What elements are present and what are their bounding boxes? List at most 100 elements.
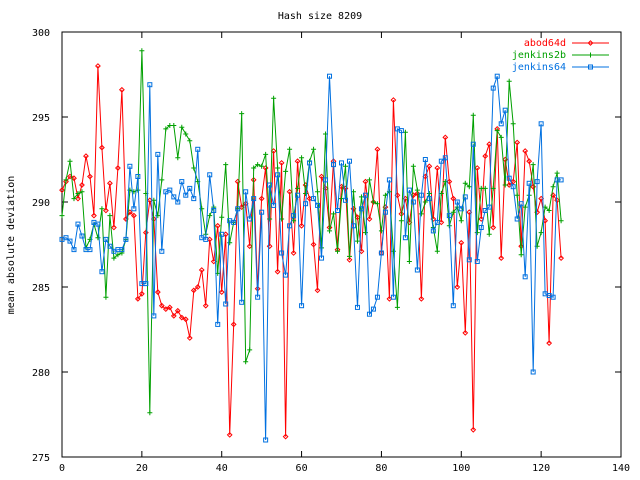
data-point xyxy=(386,177,392,183)
x-tick-label: 0 xyxy=(59,463,65,474)
data-point xyxy=(462,194,468,200)
data-point xyxy=(522,148,529,154)
data-point xyxy=(171,123,177,128)
series-line xyxy=(61,65,562,437)
data-point xyxy=(398,218,404,224)
series-jenkins2b xyxy=(59,48,564,416)
data-point xyxy=(194,284,201,290)
data-point xyxy=(147,410,153,416)
data-point xyxy=(331,211,337,217)
data-point xyxy=(131,206,137,212)
legend-marker xyxy=(588,64,593,70)
data-point xyxy=(143,281,149,287)
data-point xyxy=(374,201,380,207)
data-point xyxy=(226,431,233,438)
data-point xyxy=(179,179,185,185)
data-point xyxy=(79,182,85,188)
data-point xyxy=(219,214,225,220)
data-point xyxy=(111,255,117,261)
data-point xyxy=(167,187,173,193)
data-point xyxy=(394,304,400,310)
data-point xyxy=(482,153,489,160)
data-point xyxy=(306,195,313,202)
data-point xyxy=(506,78,512,84)
data-point xyxy=(67,238,73,244)
data-point xyxy=(79,189,85,195)
x-tick-label: 100 xyxy=(452,463,470,474)
data-point xyxy=(159,177,165,183)
data-point xyxy=(259,209,265,215)
data-point xyxy=(239,299,245,305)
data-point xyxy=(522,274,528,280)
data-point xyxy=(470,141,476,147)
data-point xyxy=(450,209,456,215)
data-point xyxy=(183,131,189,137)
data-point xyxy=(71,196,77,202)
data-point xyxy=(275,172,281,178)
data-point xyxy=(370,199,376,205)
data-point xyxy=(207,213,213,219)
data-point xyxy=(335,248,341,254)
data-point xyxy=(434,248,440,254)
data-point xyxy=(175,199,181,205)
data-point xyxy=(374,294,380,300)
data-point xyxy=(518,252,524,258)
data-point xyxy=(410,199,416,205)
data-point xyxy=(107,213,113,219)
data-point xyxy=(255,162,261,168)
data-point xyxy=(478,216,485,222)
data-point xyxy=(187,185,193,191)
series-line xyxy=(61,76,562,441)
data-point xyxy=(258,195,265,202)
data-point xyxy=(398,128,404,134)
data-point xyxy=(498,134,504,140)
data-point xyxy=(203,236,209,242)
y-tick-label: 300 xyxy=(32,28,50,39)
data-point xyxy=(450,303,456,309)
data-point xyxy=(502,107,508,113)
data-point xyxy=(514,139,521,146)
data-point xyxy=(522,204,528,210)
data-point xyxy=(470,426,477,433)
data-point xyxy=(206,236,213,243)
data-point xyxy=(75,191,81,196)
data-point xyxy=(170,312,177,319)
data-point xyxy=(246,243,253,250)
data-point xyxy=(182,316,189,323)
data-point xyxy=(243,189,249,195)
data-point xyxy=(215,321,221,327)
data-point xyxy=(470,112,476,118)
data-point xyxy=(546,208,552,213)
data-point xyxy=(154,289,161,296)
data-point xyxy=(75,195,81,202)
data-point xyxy=(486,204,492,210)
data-point xyxy=(319,255,325,261)
data-point xyxy=(219,231,225,237)
data-point xyxy=(247,216,253,222)
data-point xyxy=(231,219,237,225)
data-point xyxy=(271,202,277,208)
data-point xyxy=(255,294,261,300)
data-point xyxy=(406,187,412,193)
legend-marker xyxy=(588,52,593,58)
data-point xyxy=(474,230,480,236)
data-point xyxy=(354,304,360,310)
data-point xyxy=(175,155,181,161)
data-point xyxy=(510,121,516,127)
data-point xyxy=(198,267,205,273)
data-point xyxy=(75,221,81,227)
data-point xyxy=(87,173,93,180)
data-point xyxy=(526,158,533,165)
y-axis-label: mean absolute deviation xyxy=(6,176,17,314)
data-point xyxy=(87,247,93,253)
data-point xyxy=(350,223,356,229)
data-point xyxy=(327,228,333,234)
data-point xyxy=(235,206,241,212)
data-point xyxy=(318,173,325,180)
data-point xyxy=(342,163,348,169)
data-point xyxy=(366,311,372,317)
data-point xyxy=(538,121,544,127)
data-point xyxy=(223,301,229,307)
data-point xyxy=(110,224,117,231)
